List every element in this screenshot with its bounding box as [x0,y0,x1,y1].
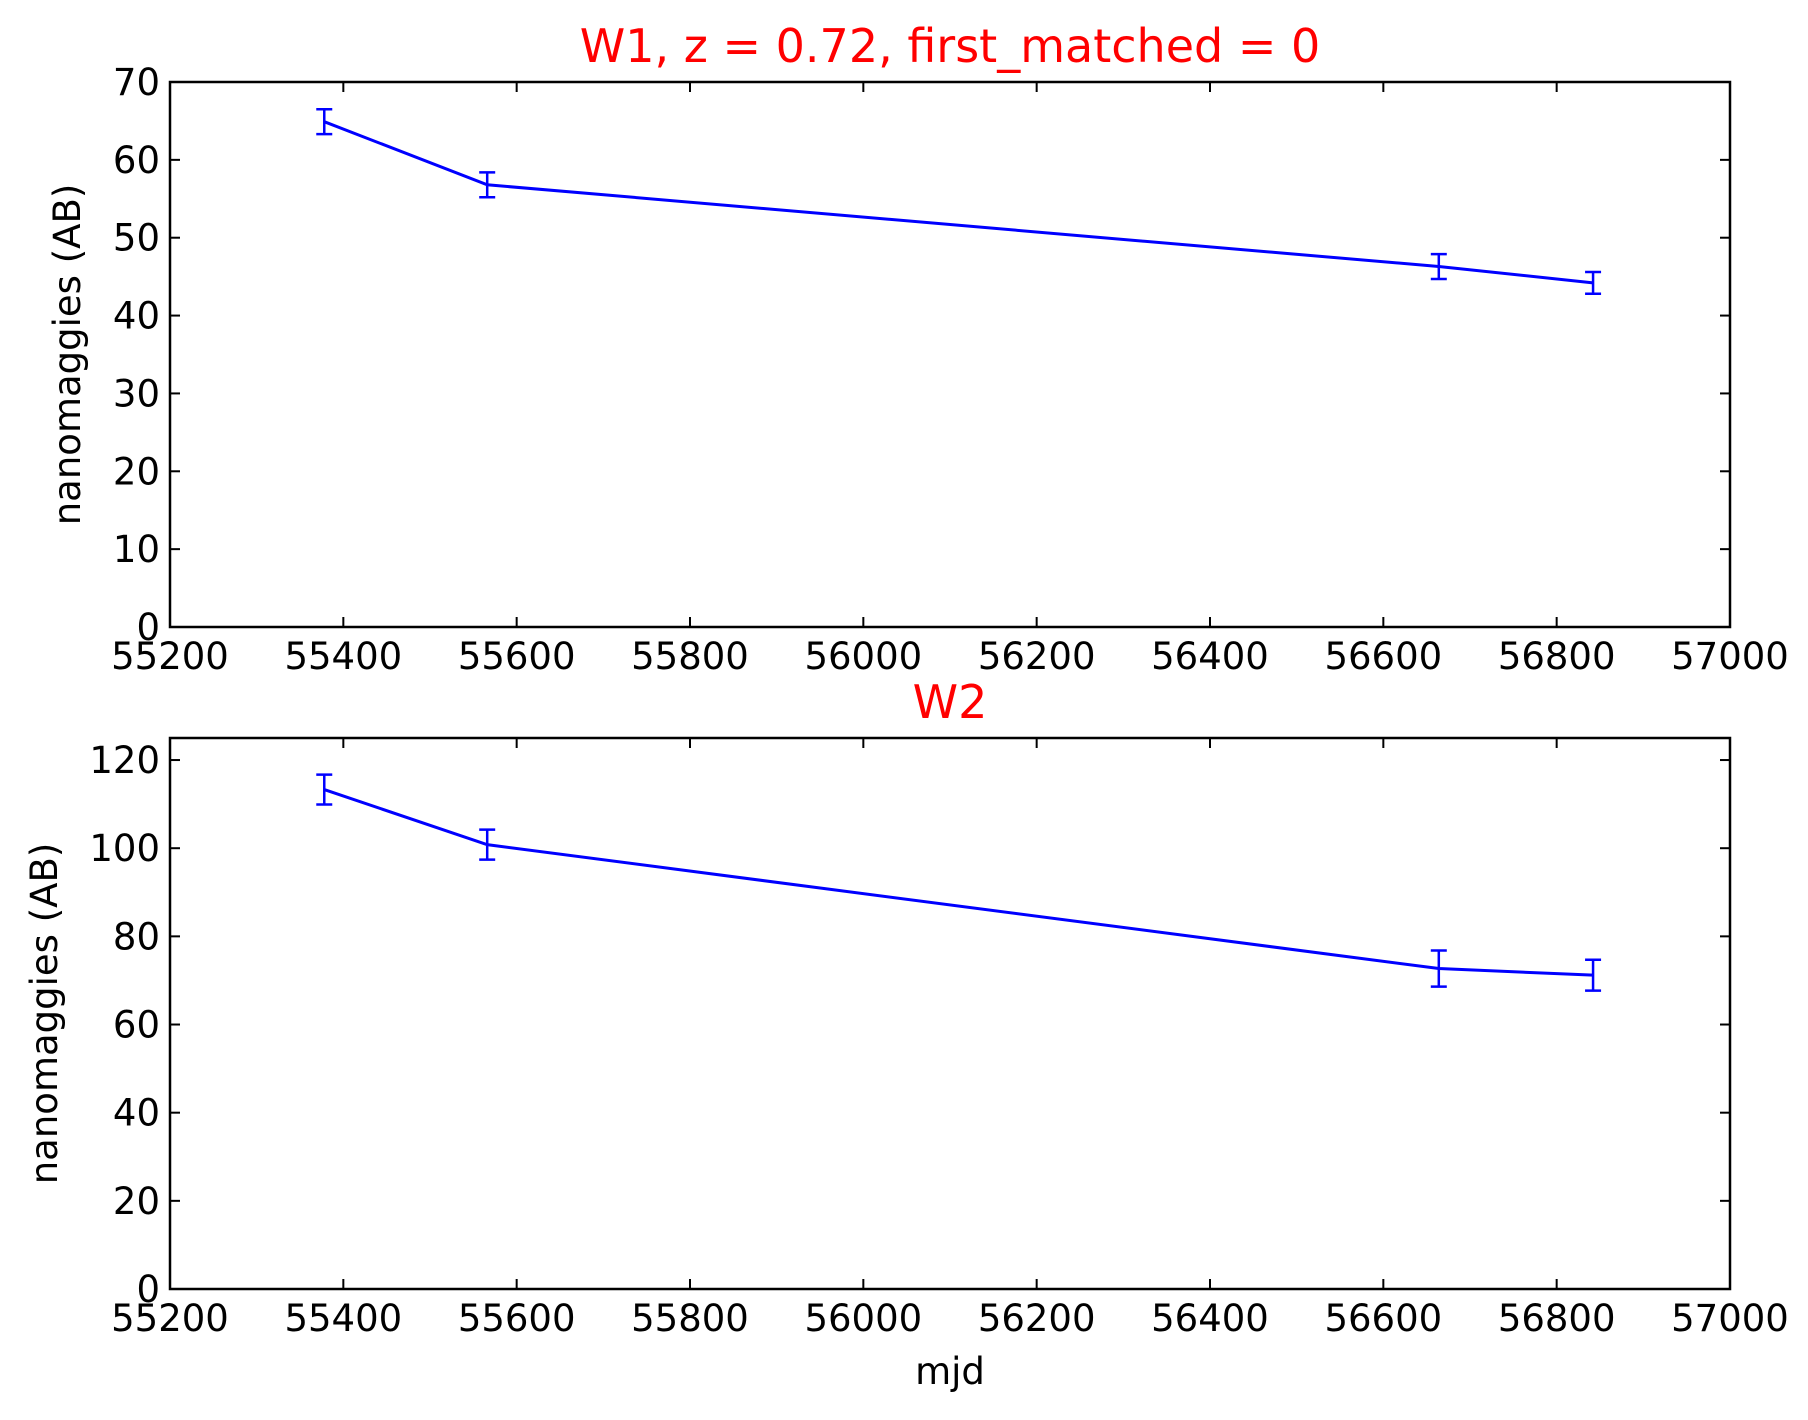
x-tick-label: 56600 [1324,635,1442,678]
y-tick-label: 120 [89,739,160,782]
x-tick-label: 55600 [458,635,576,678]
y-axis-label: nanomaggies (AB) [46,184,89,526]
x-tick-label: 56000 [804,1297,922,1340]
plot-area-frame [168,80,1732,629]
y-tick-label: 70 [113,61,160,104]
x-tick-label: 56200 [978,1297,1096,1340]
y-tick-label: 60 [113,1004,160,1047]
y-tick-label: 80 [113,915,160,958]
x-tick-label: 56000 [804,635,922,678]
chart-title: W2 [913,675,988,729]
x-tick-label: 57000 [1671,1297,1789,1340]
x-tick-label: 57000 [1671,635,1789,678]
series-line [323,120,1594,285]
x-tick-label: 55400 [284,1297,402,1340]
x-tick-label: 56400 [1151,635,1269,678]
x-tick-label: 55200 [111,635,229,678]
y-tick-label: 10 [113,528,160,571]
chart-panel-2: W2 55200 55400 55600 55800 56000 56200 56400 566… [23,675,1789,1393]
x-tick-label: 55600 [458,1297,576,1340]
y-tick-label: 40 [113,1092,160,1135]
x-tick-label: 56600 [1324,1297,1442,1340]
y-axis-label: nanomaggies (AB) [23,843,66,1185]
series-line [323,788,1594,977]
chart-panel-1: W1, z = 0.72, first_matched = 0 55200 5540… [46,19,1789,678]
x-tick-label: 55800 [631,635,749,678]
x-tick-label: 55800 [631,1297,749,1340]
x-tick-label: 56400 [1151,1297,1269,1340]
x-tick-label: 55200 [111,1297,229,1340]
x-tick-label: 56800 [1498,1297,1616,1340]
y-tick-label: 100 [89,827,160,870]
y-tick-label: 30 [113,372,160,415]
x-axis-label: mjd [915,1350,985,1393]
y-tick-label: 20 [113,450,160,493]
y-tick-label: 40 [113,295,160,338]
x-tick-label: 56800 [1498,635,1616,678]
chart-title: W1, z = 0.72, first_matched = 0 [580,19,1321,73]
y-tick-label: 0 [136,1268,160,1311]
y-tick-label: 0 [136,606,160,649]
y-tick-label: 60 [113,139,160,182]
y-tick-label: 20 [113,1180,160,1223]
y-tick-label: 50 [113,217,160,260]
x-tick-label: 55400 [284,635,402,678]
x-tick-label: 56200 [978,635,1096,678]
plot-area-frame [168,736,1732,1291]
